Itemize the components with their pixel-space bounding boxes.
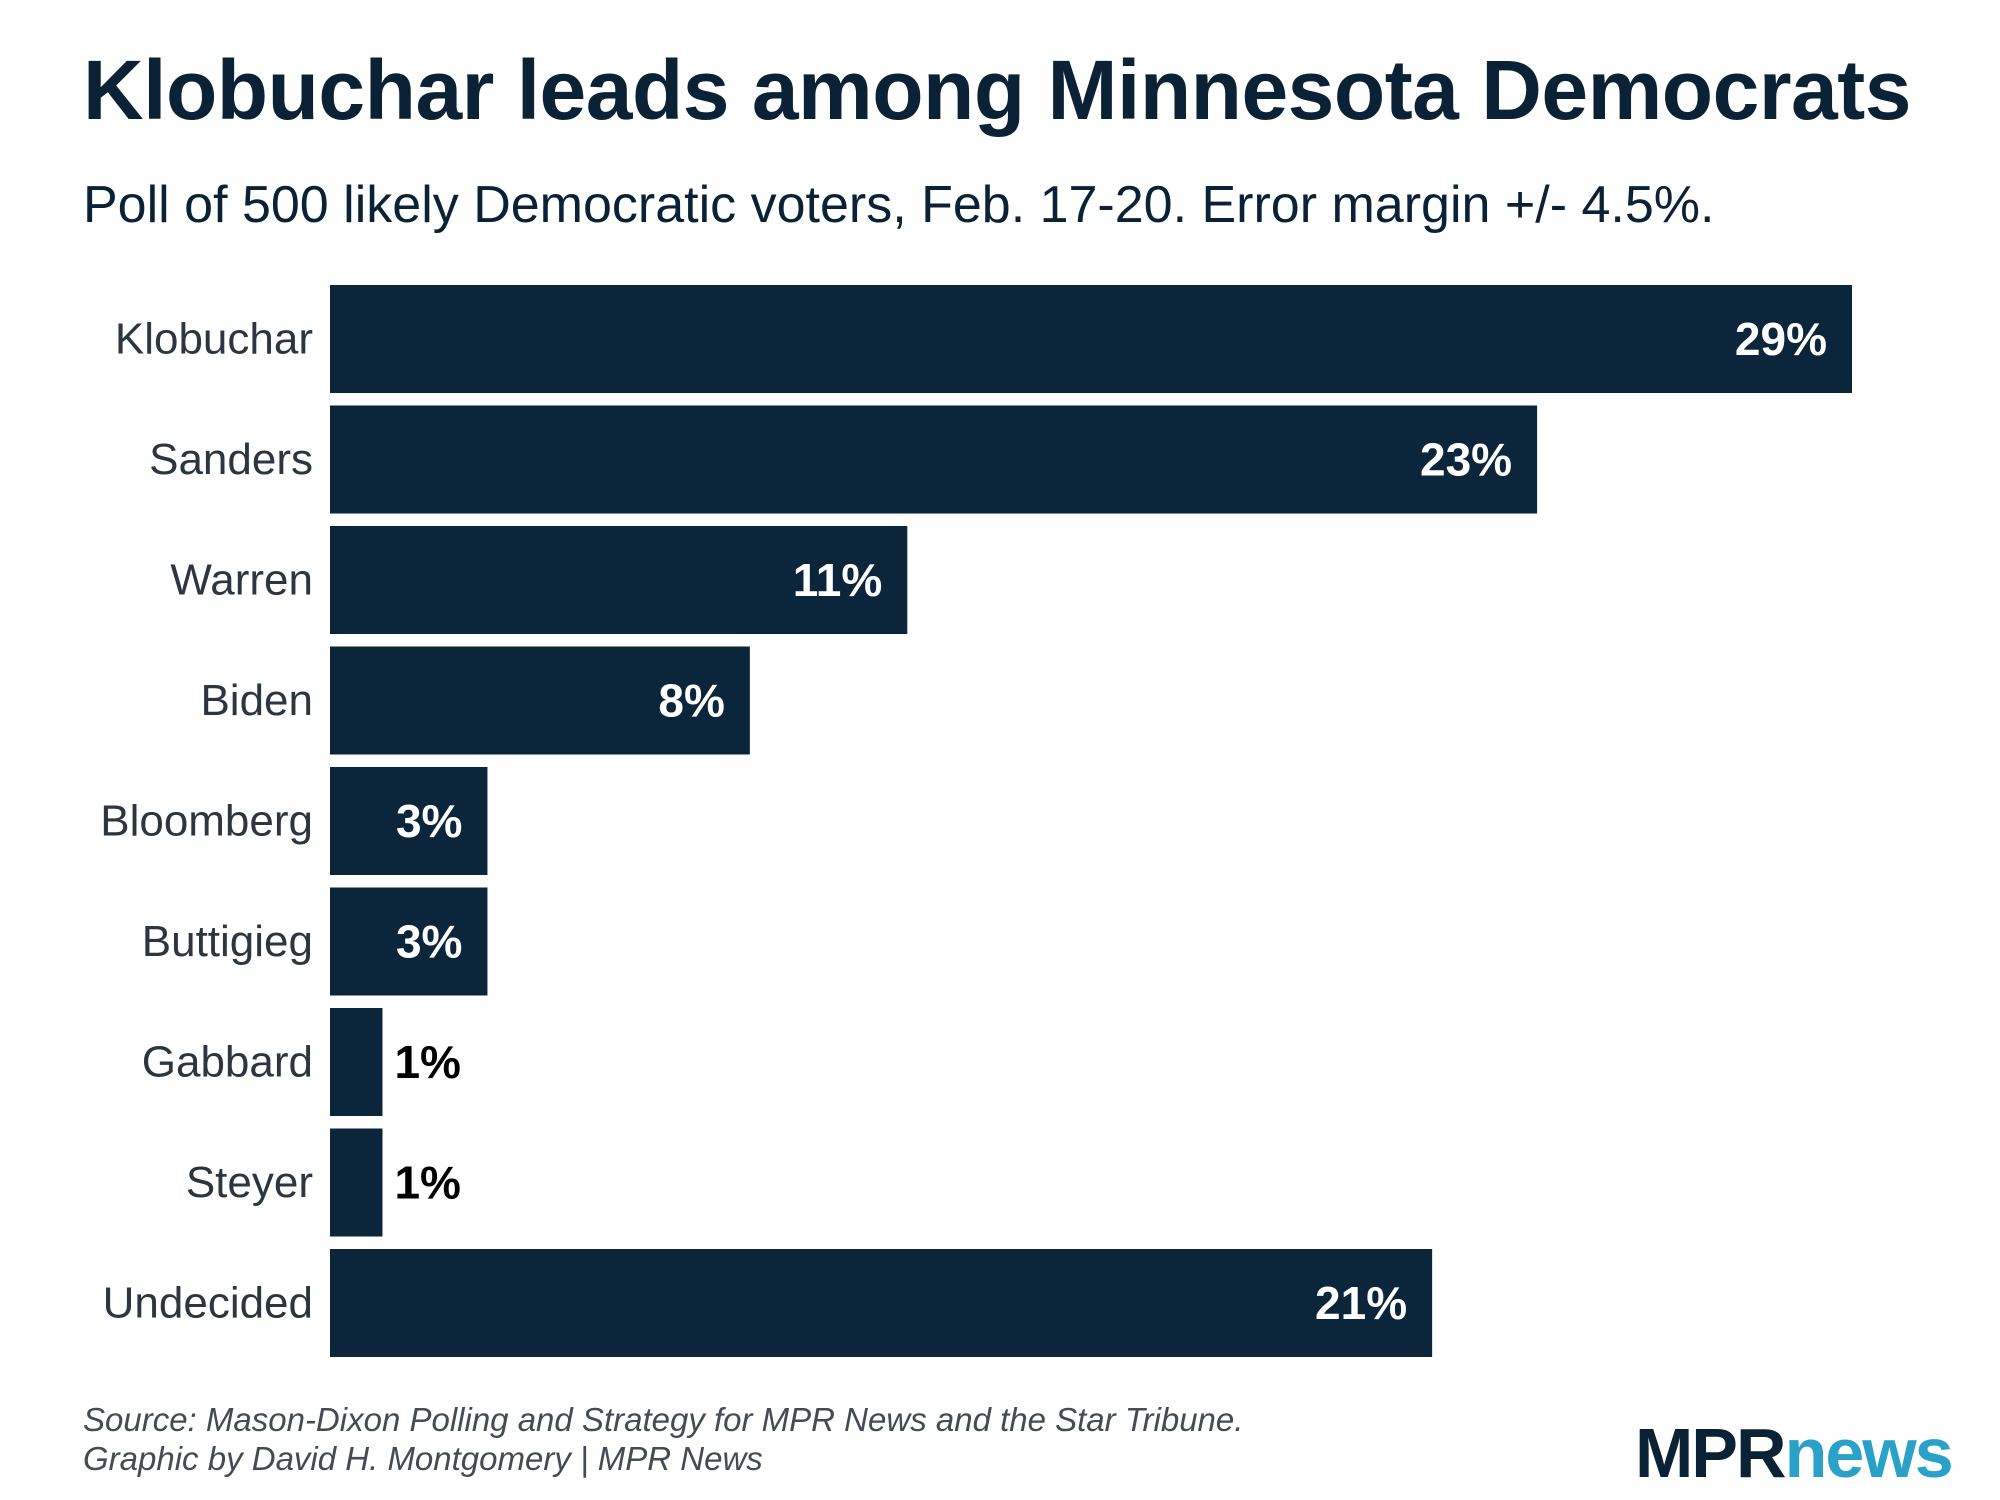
bar [330,526,908,634]
bar [330,646,750,755]
bar-chart: Klobuchar 29% Sanders 23% Warren 11% Biden 8% Bl… [100,285,1852,1357]
category-label: Bloomberg [100,797,313,846]
category-label: Klobuchar [115,315,313,364]
category-label: Buttigieg [142,917,313,966]
source-note: Source: Mason-Dixon Polling and Strategy… [83,1400,1243,1478]
data-label: 3% [396,795,462,847]
data-label: 29% [1735,313,1827,365]
category-label: Sanders [149,435,313,484]
credit-line: Graphic by David H. Montgomery | MPR New… [83,1440,763,1477]
bar [330,1249,1433,1357]
bar [330,285,1852,393]
logo-mpr-text: MPR [1635,1414,1787,1492]
mpr-news-logo: MPRnews [1635,1418,1954,1488]
bar [330,1128,383,1237]
chart-subtitle: Poll of 500 likely Democratic voters, Fe… [83,176,1715,234]
bar [330,405,1538,514]
data-label: 3% [396,916,462,968]
category-label: Gabbard [142,1038,313,1087]
bar [330,767,488,875]
category-label: Biden [200,676,313,725]
chart-title: Klobuchar leads among Minnesota Democrat… [83,43,1911,137]
data-label: 1% [394,1157,460,1209]
logo-news-text: news [1784,1414,1954,1492]
data-label: 23% [1420,434,1512,486]
source-line: Source: Mason-Dixon Polling and Strategy… [83,1401,1244,1438]
category-label: Undecided [103,1279,313,1328]
data-label: 11% [793,554,883,606]
category-label: Steyer [186,1158,313,1207]
category-label: Warren [170,556,313,605]
bar [330,1008,383,1116]
data-label: 1% [394,1036,460,1088]
data-label: 21% [1315,1277,1407,1329]
bar [330,887,488,996]
data-label: 8% [658,675,724,727]
